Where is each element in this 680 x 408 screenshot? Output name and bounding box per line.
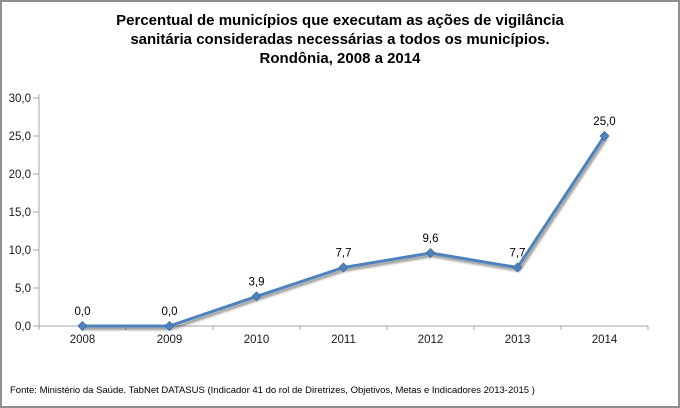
y-axis-tick-label: 5,0 <box>15 283 31 295</box>
data-point-marker <box>251 291 262 302</box>
data-label: 0,0 <box>162 306 178 318</box>
x-axis-tick-label: 2008 <box>70 334 96 346</box>
source-note: Fonte: Ministério da Saúde. TabNet DATAS… <box>10 385 535 396</box>
data-label: 0,0 <box>75 306 91 318</box>
y-axis-tick-label: 20,0 <box>9 169 31 181</box>
x-axis-tick-label: 2012 <box>418 334 444 346</box>
x-axis-tick-label: 2011 <box>331 334 356 346</box>
data-label: 7,7 <box>336 247 352 259</box>
data-label: 7,7 <box>510 247 526 259</box>
x-axis-tick-label: 2013 <box>505 334 531 346</box>
x-axis-tick-label: 2009 <box>157 334 183 346</box>
x-axis-tick-label: 2014 <box>592 334 618 346</box>
data-label: 3,9 <box>249 276 265 288</box>
y-axis-tick-label: 15,0 <box>9 207 31 219</box>
chart-title-line-2: sanitária consideradas necessárias a tod… <box>130 31 550 48</box>
data-point-marker <box>512 262 523 273</box>
data-point-marker <box>164 320 175 332</box>
data-point-marker <box>338 262 349 273</box>
y-axis-tick-label: 25,0 <box>9 131 31 143</box>
series-line <box>81 134 606 328</box>
y-axis-tick-label: 0,0 <box>15 321 31 333</box>
data-label: 9,6 <box>423 233 439 245</box>
chart-title-line-3: Rondônia, 2008 a 2014 <box>259 50 421 67</box>
chart-title-line-1: Percentual de municípios que executam as… <box>116 12 564 29</box>
chart-title: Percentual de municípios que executam as… <box>2 11 678 68</box>
data-label: 25,0 <box>593 116 615 128</box>
y-axis-tick-label: 10,0 <box>9 245 31 257</box>
data-point-marker <box>77 320 88 332</box>
x-axis-tick-label: 2010 <box>244 334 270 346</box>
data-point-marker <box>425 247 436 259</box>
y-axis-tick-label: 30,0 <box>9 93 31 105</box>
data-point-marker <box>599 130 610 142</box>
